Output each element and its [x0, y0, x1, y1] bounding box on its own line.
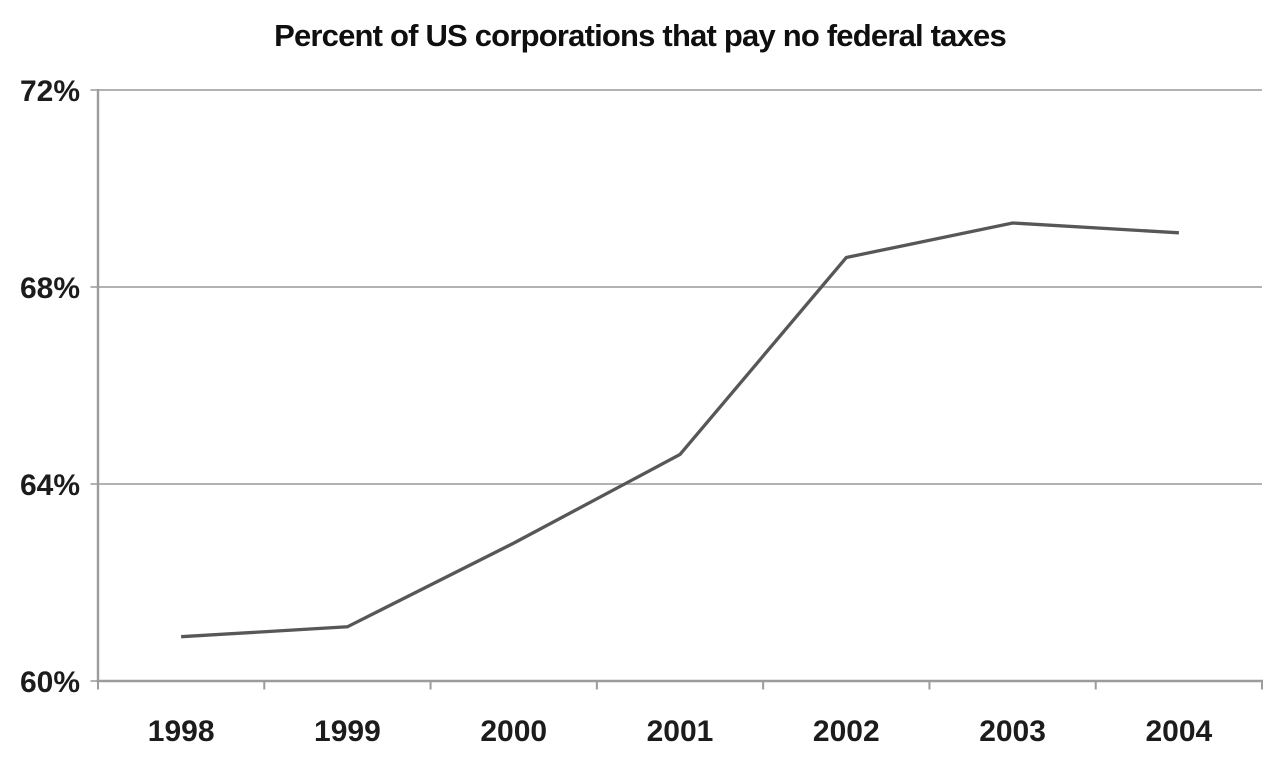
data-series-line: [181, 221, 1179, 639]
x-tick-label: 2002: [813, 715, 880, 748]
x-tick-label: 2001: [647, 715, 714, 748]
x-tick-label: 2003: [979, 715, 1046, 748]
y-tick-label: 68%: [20, 272, 80, 305]
x-tick-label: 1999: [314, 715, 381, 748]
y-tick-label: 64%: [20, 469, 80, 502]
x-tick-label: 2000: [480, 715, 547, 748]
chart-title: Percent of US corporations that pay no f…: [274, 18, 1007, 53]
x-tick-label: 1998: [148, 715, 215, 748]
y-tick-label: 72%: [20, 75, 80, 108]
y-tick-label: 60%: [20, 666, 80, 699]
x-tick-label: 2004: [1145, 715, 1212, 748]
